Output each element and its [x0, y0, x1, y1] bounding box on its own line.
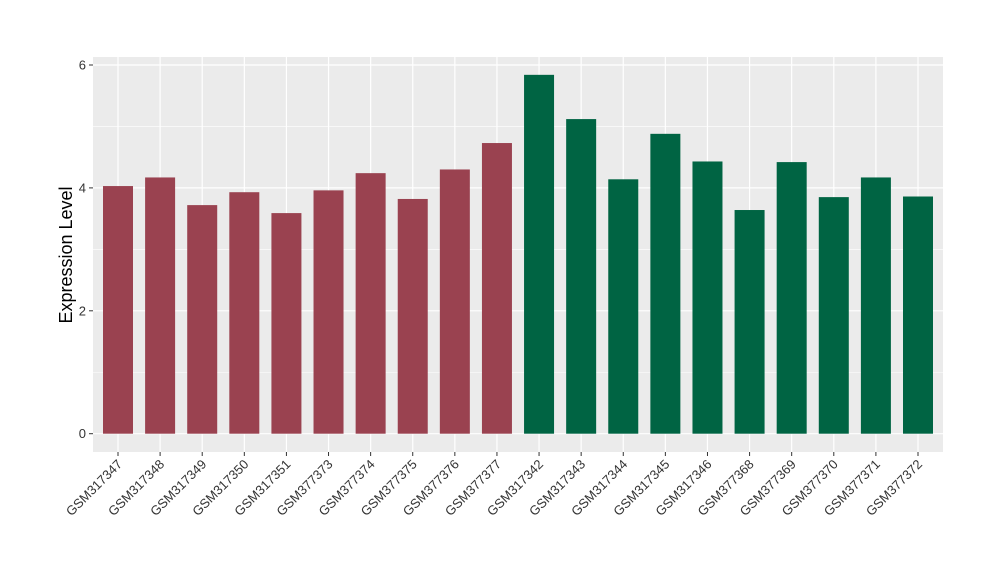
- bar-GSM317344: [608, 179, 639, 434]
- bar-GSM377372: [903, 196, 933, 434]
- y-tick-label: 0: [79, 426, 86, 441]
- bar-GSM377375: [397, 198, 428, 434]
- bar-GSM317346: [692, 161, 723, 434]
- plot-panel: [93, 57, 943, 452]
- bar-GSM377373: [313, 190, 344, 434]
- bar-GSM317347: [103, 186, 133, 434]
- bar-GSM317349: [187, 205, 218, 434]
- y-tick-label: 4: [79, 180, 86, 195]
- bar-GSM317345: [650, 133, 681, 434]
- bar-GSM377368: [734, 210, 765, 434]
- bar-GSM317343: [566, 119, 597, 434]
- bar-GSM317350: [229, 192, 260, 434]
- bars: [103, 74, 933, 434]
- bar-GSM377376: [439, 169, 470, 434]
- bar-GSM377369: [776, 162, 807, 434]
- bar-GSM377370: [818, 197, 849, 434]
- y-axis-label: Expression Level: [56, 186, 76, 323]
- y-tick-label: 6: [79, 58, 86, 73]
- bar-GSM377377: [481, 143, 512, 434]
- y-tick-label: 2: [79, 303, 86, 318]
- bar-GSM377371: [860, 177, 891, 434]
- bar-GSM317348: [145, 177, 176, 434]
- bar-GSM377374: [355, 173, 386, 434]
- bar-GSM317351: [271, 213, 302, 434]
- bar-GSM317342: [524, 74, 555, 434]
- y-axis: 0 2 4 6: [79, 58, 93, 441]
- x-axis: GSM317347GSM317348GSM317349GSM317350GSM3…: [63, 452, 925, 519]
